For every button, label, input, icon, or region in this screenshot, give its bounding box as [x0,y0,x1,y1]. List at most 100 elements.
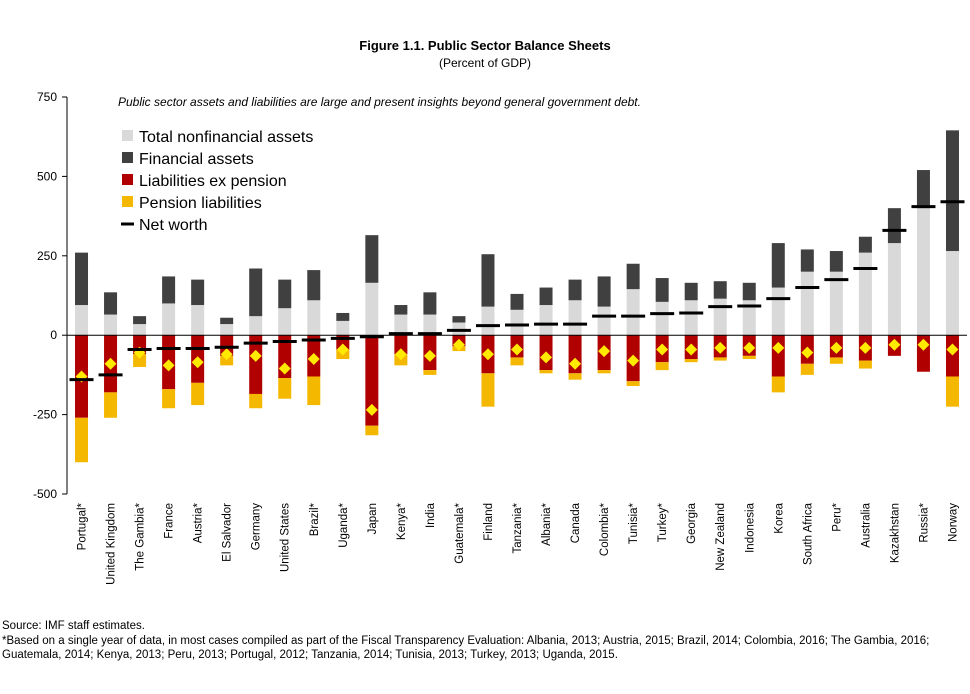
bar-financial-assets [394,305,408,315]
bar-pension-liabilities [713,357,727,361]
x-category-label: France [164,503,176,539]
figure-title: Figure 1.1. Public Sector Balance Sheets [359,38,611,53]
bar-pension-liabilities [945,376,959,407]
bar-pension-liabilities [771,376,785,393]
source-note: Source: IMF staff estimates. [2,620,145,632]
y-tick-label: 750 [37,90,57,104]
bar-nonfinancial-assets [887,243,901,336]
x-category-label: Norway [947,503,959,542]
bar-pension-liabilities [858,360,872,369]
bar-financial-assets [858,236,872,253]
x-category-label: Uganda* [338,502,350,547]
diamond-marker [336,343,349,356]
diamond-marker [481,348,494,361]
x-category-label: Indonesia [744,502,756,552]
bar-financial-assets [307,270,321,301]
bar-nonfinancial-assets [307,300,321,336]
y-tick-label: -500 [33,487,57,501]
bar-financial-assets [684,282,698,301]
bar-nonfinancial-assets [945,251,959,336]
bar-financial-assets [771,243,785,288]
bar-financial-assets [249,268,263,317]
bar-nonfinancial-assets [75,305,89,336]
bar-nonfinancial-assets [597,306,611,336]
bar-financial-assets [626,263,640,290]
chart-annotation: Public sector assets and liabilities are… [118,95,641,109]
bar-financial-assets [365,235,379,283]
bar-nonfinancial-assets [684,300,698,336]
y-tick-label: -250 [33,408,57,422]
bar-nonfinancial-assets [220,324,234,336]
diamond-marker [917,338,930,351]
x-category-label: Germany [251,503,263,551]
bar-pension-liabilities [220,355,234,366]
x-category-label: Tunisia* [628,502,640,544]
transparency-note: *Based on a single year of data, in most… [2,634,930,662]
x-category-label: Georgia [686,502,698,544]
bar-pension-liabilities [365,425,379,436]
x-category-label: Tanzania* [512,502,524,553]
bar-nonfinancial-assets [713,298,727,336]
x-category-label: South Africa [802,502,814,565]
bar-pension-liabilities [104,392,118,418]
bar-nonfinancial-assets [742,300,756,336]
y-tick-label: 250 [37,249,57,263]
bar-financial-assets [220,317,234,325]
bar-pension-liabilities [481,373,495,407]
bar-nonfinancial-assets [133,324,147,336]
x-category-label: Kenya* [396,502,408,540]
legend-swatch [122,196,133,207]
bar-financial-assets [423,292,437,315]
x-category-label: United States [280,503,292,572]
bar-pension-liabilities [684,359,698,363]
bar-financial-assets [568,279,582,301]
bar-pension-liabilities [307,376,321,406]
x-category-label: Brazil* [309,502,321,536]
diamond-marker [714,341,727,354]
x-category-label: Albania* [541,502,553,545]
x-category-label: Kazakhstan [889,503,901,563]
diamond-marker [830,341,843,354]
bar-nonfinancial-assets [365,282,379,336]
x-category-label: Guatemala* [454,502,466,563]
bar-nonfinancial-assets [655,301,669,336]
bar-liabilities-ex-pension [771,335,785,377]
bar-financial-assets [452,316,466,323]
x-category-label: Colombia* [599,502,611,556]
diamond-marker [307,353,320,366]
bar-nonfinancial-assets [336,320,350,336]
legend-label: Net worth [139,217,207,234]
diamond-marker [104,357,117,370]
legend-label: Pension liabilities [139,195,262,212]
diamond-marker [772,341,785,354]
bar-financial-assets [481,254,495,307]
legend-swatch [122,174,133,185]
diamond-marker [423,349,436,362]
bar-pension-liabilities [249,393,263,409]
bar-financial-assets [75,252,89,306]
bar-pension-liabilities [655,362,669,371]
footnotes: Source: IMF staff estimates. *Based on a… [2,619,962,663]
bar-financial-assets [713,281,727,299]
legend-swatch [122,152,133,163]
bar-nonfinancial-assets [394,314,408,336]
x-category-label: Turkey* [657,502,669,542]
x-category-label: Japan [367,503,379,534]
x-category-label: Peru* [831,502,843,531]
bar-nonfinancial-assets [829,271,843,336]
legend-swatch [122,130,133,141]
diamond-marker [598,345,611,358]
bar-nonfinancial-assets [771,287,785,336]
diamond-marker [365,403,378,416]
diamond-marker [656,343,669,356]
x-category-label: Korea [773,502,785,533]
diamond-marker [888,338,901,351]
bar-pension-liabilities [829,357,843,364]
legend-label: Financial assets [139,151,254,168]
bar-nonfinancial-assets [162,303,176,336]
bar-financial-assets [742,282,756,301]
bar-nonfinancial-assets [539,305,553,336]
y-tick-label: 0 [50,328,57,342]
bar-liabilities-ex-pension [945,335,959,377]
bar-financial-assets [278,279,292,309]
